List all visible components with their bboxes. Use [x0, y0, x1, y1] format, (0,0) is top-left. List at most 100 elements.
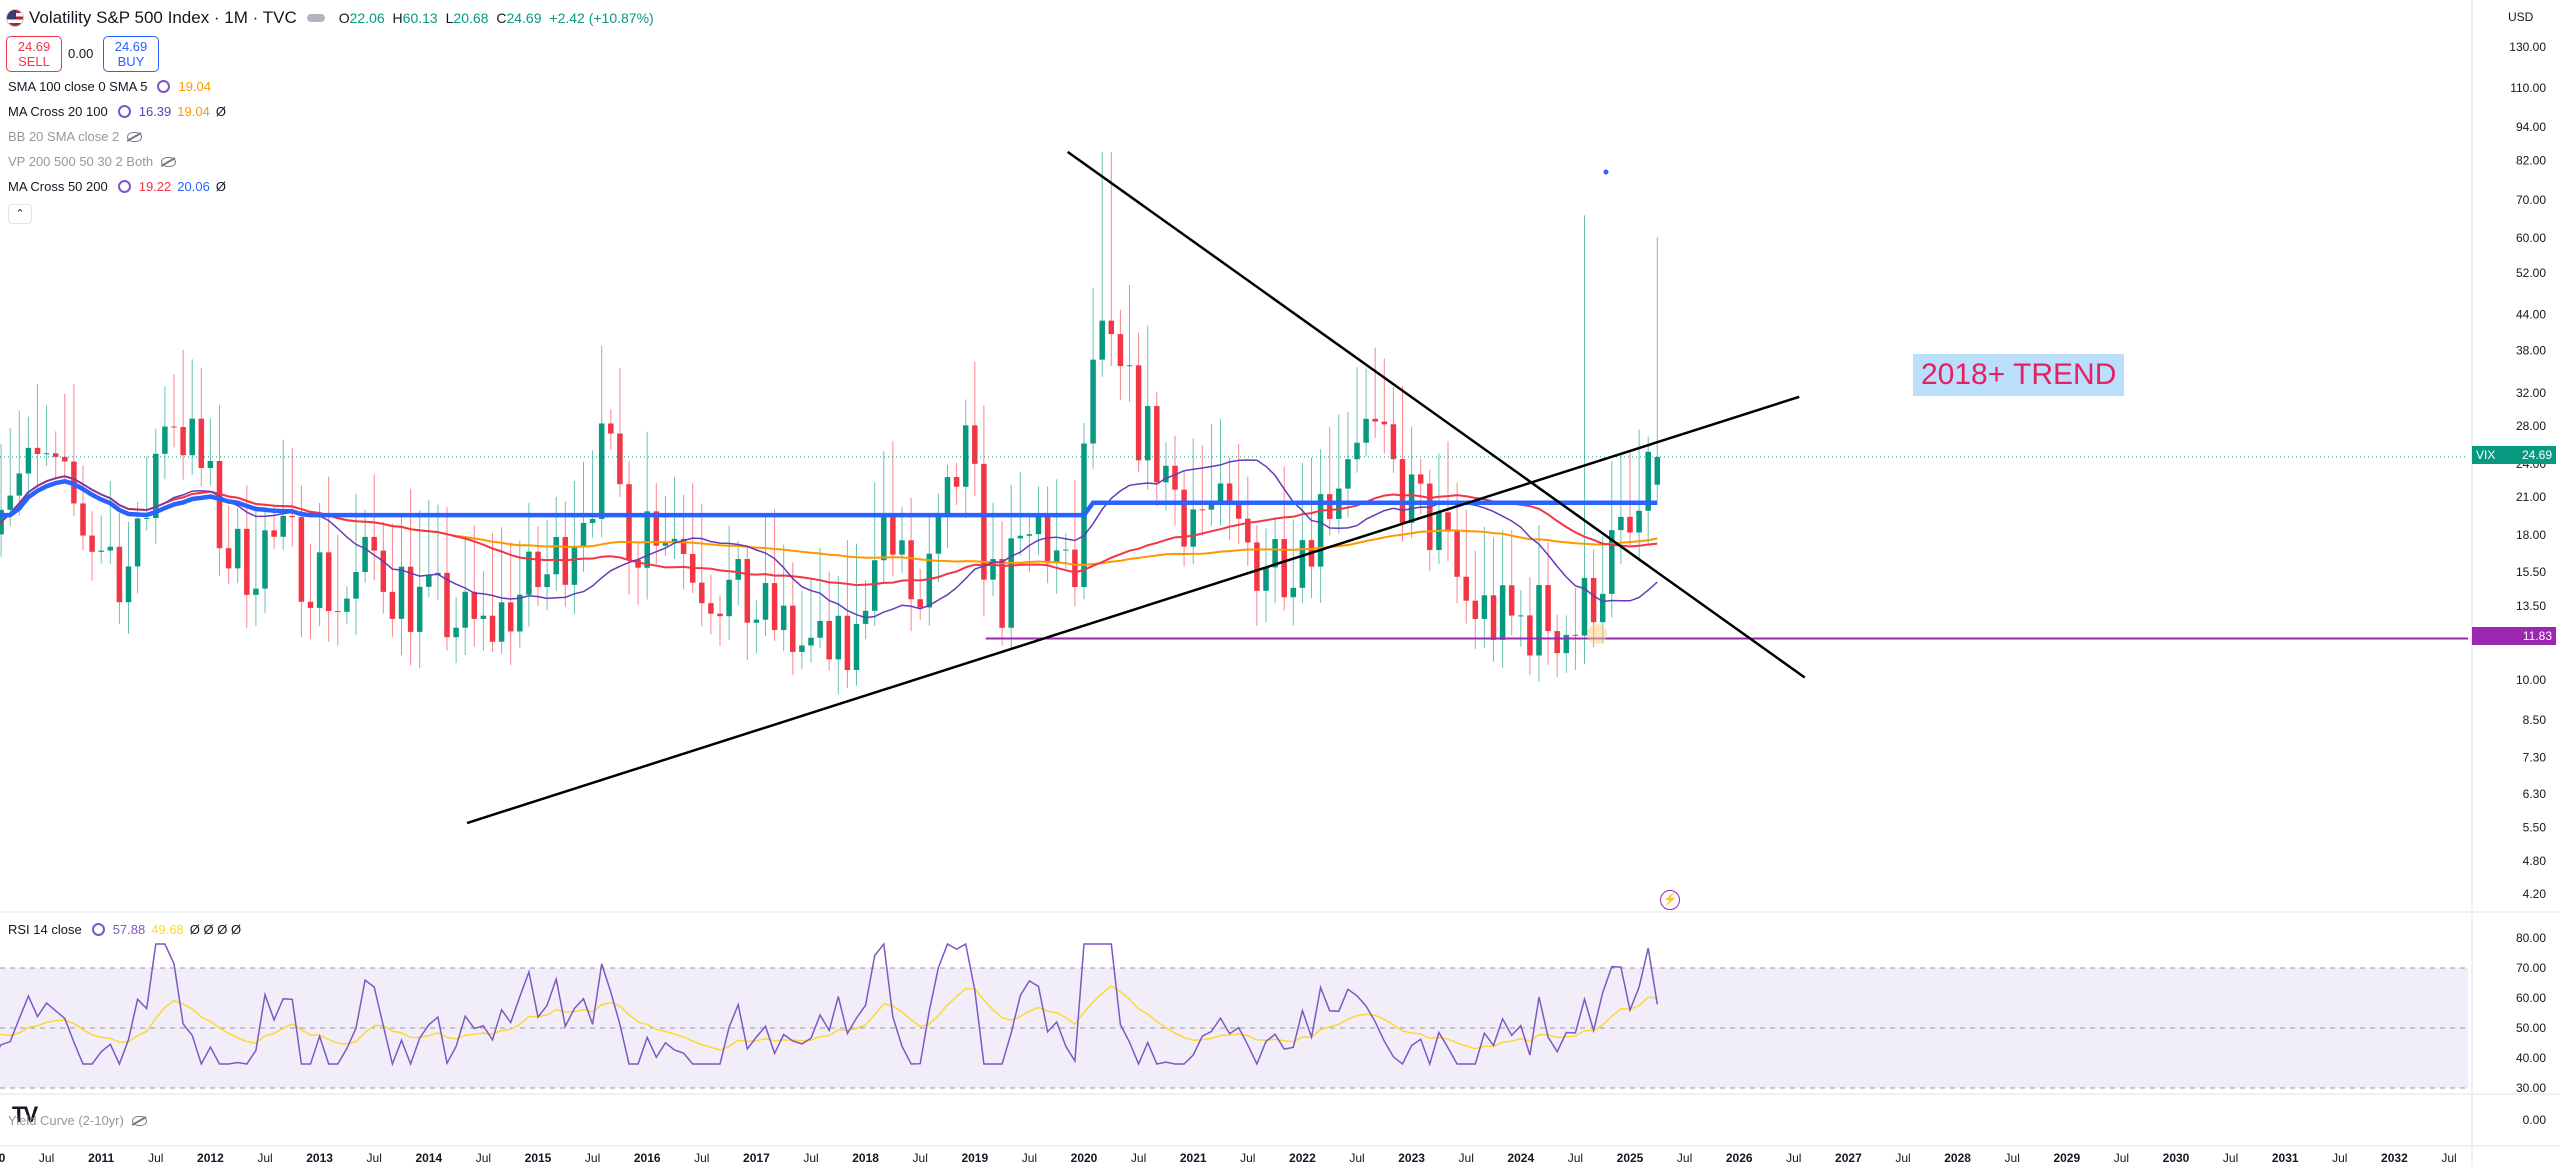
rsi-legend[interactable]: RSI 14 close 57.88 49.68 Ø Ø Ø Ø [8, 922, 242, 937]
candle-body [1290, 587, 1297, 598]
marker-dot [1603, 169, 1609, 175]
candle-body [1417, 474, 1424, 484]
candle-body [1381, 421, 1388, 425]
candle-body [1645, 451, 1651, 511]
indicator-vp[interactable]: VP 200 500 50 30 2 Both [8, 154, 177, 169]
candle-body [1172, 465, 1178, 490]
candle-body [844, 615, 851, 671]
candle-body [608, 423, 614, 434]
x-tick-label: Jul [1677, 1151, 1692, 1165]
x-tick-label: 2024 [1507, 1151, 1534, 1165]
y-tick-label: 38.00 [2516, 344, 2546, 358]
indicator-sma100[interactable]: SMA 100 close 0 SMA 5 19.04 [8, 79, 212, 94]
indicator-bb[interactable]: BB 20 SMA close 2 [8, 129, 143, 144]
y-tick-label: 4.20 [2523, 887, 2547, 901]
candle-body [653, 511, 660, 546]
yield-curve-legend[interactable]: Yield Curve (2-10yr) [8, 1113, 147, 1128]
toggle-icon[interactable] [306, 14, 325, 22]
x-tick-label: Jul [1240, 1151, 1255, 1165]
candle-body [917, 599, 923, 608]
x-tick-label: 2017 [743, 1151, 770, 1165]
sell-button[interactable]: 24.69 SELL [6, 36, 62, 72]
candle-body [371, 536, 377, 551]
x-tick-label: Jul [2332, 1151, 2347, 1165]
currency-label[interactable]: USD [2508, 10, 2534, 24]
trend-annotation[interactable]: 2018+ TREND [1913, 354, 2125, 396]
settings-icon[interactable] [91, 923, 105, 936]
candle-body [790, 605, 796, 652]
candle-body [981, 463, 987, 580]
candle-body [835, 615, 842, 660]
candle-body [799, 645, 805, 652]
candle-body [1454, 529, 1460, 577]
y-tick-label: 7.30 [2523, 751, 2547, 765]
candle-body [1017, 535, 1024, 539]
candle-body [143, 517, 150, 519]
candle-body [125, 566, 132, 603]
candle-body [280, 515, 286, 537]
candle-body [1281, 539, 1287, 598]
hidden-eye-icon[interactable] [131, 1115, 147, 1126]
candle-body [189, 418, 195, 456]
candle-body [1545, 585, 1551, 632]
candle-body [1044, 516, 1051, 564]
x-tick-label: Jul [2223, 1151, 2238, 1165]
indicator-ma-cross-20-100[interactable]: MA Cross 20 100 16.39 19.04 Ø [8, 104, 226, 119]
buy-button[interactable]: 24.69 BUY [103, 36, 159, 72]
candle-body [726, 579, 732, 617]
candle-body [1472, 600, 1479, 619]
candle-body [1254, 542, 1260, 591]
trendline-falling [1066, 150, 1806, 679]
x-tick-label: Jul [1895, 1151, 1910, 1165]
y-tick-label: 10.00 [2516, 673, 2546, 687]
y-tick-label: 4.80 [2523, 854, 2547, 868]
candle-body [762, 583, 769, 620]
candle-body [16, 473, 23, 496]
candle-body [1181, 489, 1187, 547]
candle-body [1245, 518, 1251, 543]
settings-icon[interactable] [117, 105, 131, 118]
candle-body [1345, 459, 1351, 489]
settings-icon[interactable] [117, 180, 131, 193]
candle-body [1163, 465, 1169, 483]
candle-body [335, 611, 341, 613]
candle-body [34, 447, 41, 454]
lightning-icon[interactable]: ⚡ [1660, 890, 1680, 910]
candle-body [626, 484, 632, 560]
x-tick-label: Jul [1459, 1151, 1474, 1165]
candle-body [1609, 530, 1615, 594]
candle-body [1072, 549, 1078, 587]
candle-body [1144, 406, 1151, 461]
candle-body [98, 550, 104, 552]
x-tick-label: Jul [585, 1151, 600, 1165]
candle-body [517, 594, 523, 632]
x-tick-label: 2018 [852, 1151, 879, 1165]
symbol-header: Volatility S&P 500 Index · 1M · TVC O22.… [6, 6, 658, 30]
candle-body [990, 559, 996, 580]
x-tick-label: 2021 [1180, 1151, 1207, 1165]
candle-body [1363, 418, 1369, 443]
support-price-tag: 11.83 [2472, 627, 2556, 645]
candle-body [999, 559, 1005, 628]
hidden-eye-icon[interactable] [161, 156, 177, 167]
candle-body [253, 588, 259, 595]
chevron-up-icon[interactable]: ⌃ [8, 204, 32, 224]
candle-body [817, 620, 823, 638]
candle-body [1117, 334, 1124, 367]
indicator-ma-cross-50-200[interactable]: MA Cross 50 200 19.22 20.06 Ø [8, 179, 226, 194]
candle-body [362, 536, 368, 572]
candle-body [453, 627, 459, 638]
y-tick-label: 130.00 [2509, 40, 2546, 54]
y-tick-label: 52.00 [2516, 266, 2546, 280]
y-tick-label: 15.50 [2516, 565, 2546, 579]
candle-body [271, 530, 277, 537]
candle-body [489, 615, 496, 642]
candle-body [589, 519, 596, 523]
settings-icon[interactable] [157, 80, 171, 93]
x-tick-label: 2019 [961, 1151, 988, 1165]
symbol-title[interactable]: Volatility S&P 500 Index · 1M · TVC [29, 8, 297, 27]
hidden-eye-icon[interactable] [127, 131, 143, 142]
y-tick-label: 110.00 [2510, 81, 2546, 95]
candle-body [771, 583, 778, 631]
